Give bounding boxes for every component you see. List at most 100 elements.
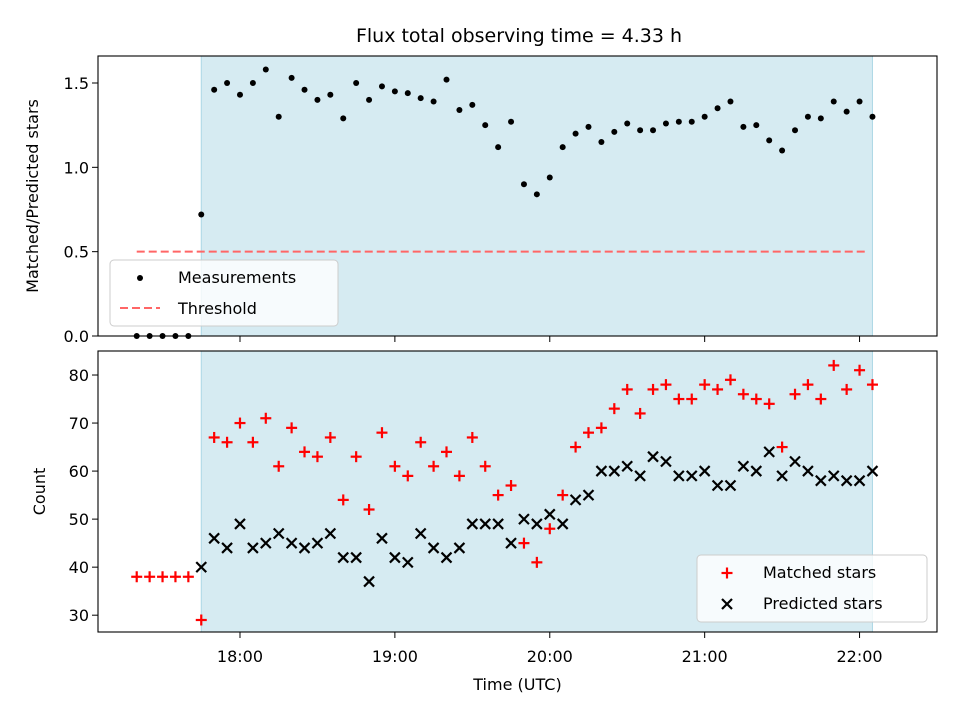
predicted-star-point (492, 518, 504, 530)
matched-star-point (699, 379, 711, 391)
predicted-star-point (569, 494, 582, 506)
predicted-star-point (479, 518, 492, 530)
matched-star-point (673, 393, 685, 405)
measurement-point (675, 118, 682, 125)
predicted-star-point (337, 551, 350, 564)
legend-marker-matched-stars (721, 567, 733, 579)
legend-marker-predicted-stars (721, 598, 733, 610)
measurement-point (843, 108, 850, 115)
measurement-point (340, 115, 347, 122)
matched-star-point (363, 504, 375, 516)
predicted-star-point (582, 489, 595, 501)
measurement-point (301, 86, 308, 93)
measurement-point (830, 98, 837, 105)
measurement-point (327, 91, 334, 98)
measurement-point (262, 66, 269, 73)
top-legend: Measurements Threshold (109, 259, 339, 327)
bottom-axes-frame (97, 350, 938, 633)
matched-star-point (144, 571, 156, 583)
matched-star-point (208, 431, 220, 443)
matched-star-point (518, 537, 530, 549)
measurement-point (792, 127, 799, 134)
measurement-point (404, 90, 411, 97)
measurement-point (753, 122, 760, 129)
bottom-y-tick-label: 60 (69, 462, 89, 481)
matched-star-point (273, 460, 285, 472)
matched-star-point (182, 571, 194, 583)
measurement-point (288, 74, 295, 81)
matched-star-point (776, 441, 788, 453)
measurement-point (624, 120, 631, 127)
predicted-star-point (311, 537, 324, 549)
matched-star-point (441, 446, 453, 458)
predicted-star-point (660, 455, 672, 468)
measurement-point (224, 79, 231, 86)
measurement-point (804, 113, 811, 120)
predicted-star-point (840, 474, 853, 487)
predicted-star-point (866, 465, 879, 477)
bottom-y-tick-label: 80 (69, 366, 89, 385)
top-y-axis-label: Matched/Predicted stars (23, 99, 42, 293)
matched-star-point (570, 441, 582, 453)
matched-star-point (131, 571, 143, 583)
matched-star-point (157, 571, 169, 583)
predicted-star-point (376, 532, 388, 545)
matched-star-point (557, 489, 569, 501)
measurement-point (727, 98, 734, 105)
predicted-star-point (698, 465, 711, 477)
measurement-point (520, 181, 527, 188)
measurement-point (559, 144, 566, 151)
predicted-star-point (543, 508, 556, 521)
matched-star-point (324, 431, 336, 443)
x-tick-label: 18:00 (217, 647, 263, 666)
matched-star-point (337, 494, 349, 506)
measurement-point (779, 147, 786, 154)
predicted-star-point (802, 465, 814, 477)
matched-star-point (311, 451, 323, 463)
predicted-star-point (776, 470, 788, 482)
predicted-star-point (234, 518, 246, 530)
predicted-star-point (363, 575, 375, 588)
matched-star-point (299, 446, 311, 458)
predicted-star-point (789, 455, 801, 468)
measurement-point (650, 127, 657, 134)
bottom-y-tick-label: 50 (69, 510, 89, 529)
matched-star-point (376, 427, 388, 439)
matched-star-point (595, 422, 607, 434)
measurement-point (391, 88, 398, 95)
predicted-star-point (531, 518, 543, 530)
bottom-y-tick-label: 70 (69, 414, 89, 433)
matched-star-point (841, 383, 853, 395)
predicted-star-point (737, 460, 750, 473)
top-y-tick-label: 0.0 (64, 327, 89, 346)
predicted-star-point (247, 542, 259, 554)
matched-star-point (286, 422, 298, 434)
matched-star-point (389, 460, 401, 472)
matched-star-point (750, 393, 762, 405)
predicted-star-point (634, 470, 646, 482)
matched-star-point (221, 436, 233, 448)
predicted-star-point (389, 551, 401, 564)
predicted-star-point (763, 446, 775, 458)
measurement-point (533, 191, 540, 198)
matched-stars-points (131, 359, 878, 626)
matched-star-point (505, 479, 517, 491)
predicted-star-point (556, 518, 569, 530)
predicted-star-point (272, 527, 285, 540)
bottom-legend: Matched stars Predicted stars (696, 554, 928, 623)
legend-label-threshold: Threshold (177, 299, 257, 318)
matched-star-point (479, 460, 491, 472)
predicted-star-point (260, 537, 272, 549)
predicted-star-point (724, 479, 737, 492)
bottom-y-axis-label: Count (30, 468, 49, 516)
top-x-ticks (239, 336, 861, 342)
measurement-point (353, 79, 360, 86)
predicted-star-point (711, 479, 724, 492)
legend-cross-glyph (721, 598, 733, 610)
bottom-legend-box (696, 554, 928, 623)
matched-star-point (466, 431, 478, 443)
predicted-star-point (750, 465, 763, 477)
predicted-star-point (453, 542, 466, 554)
predicted-star-point (608, 465, 621, 477)
